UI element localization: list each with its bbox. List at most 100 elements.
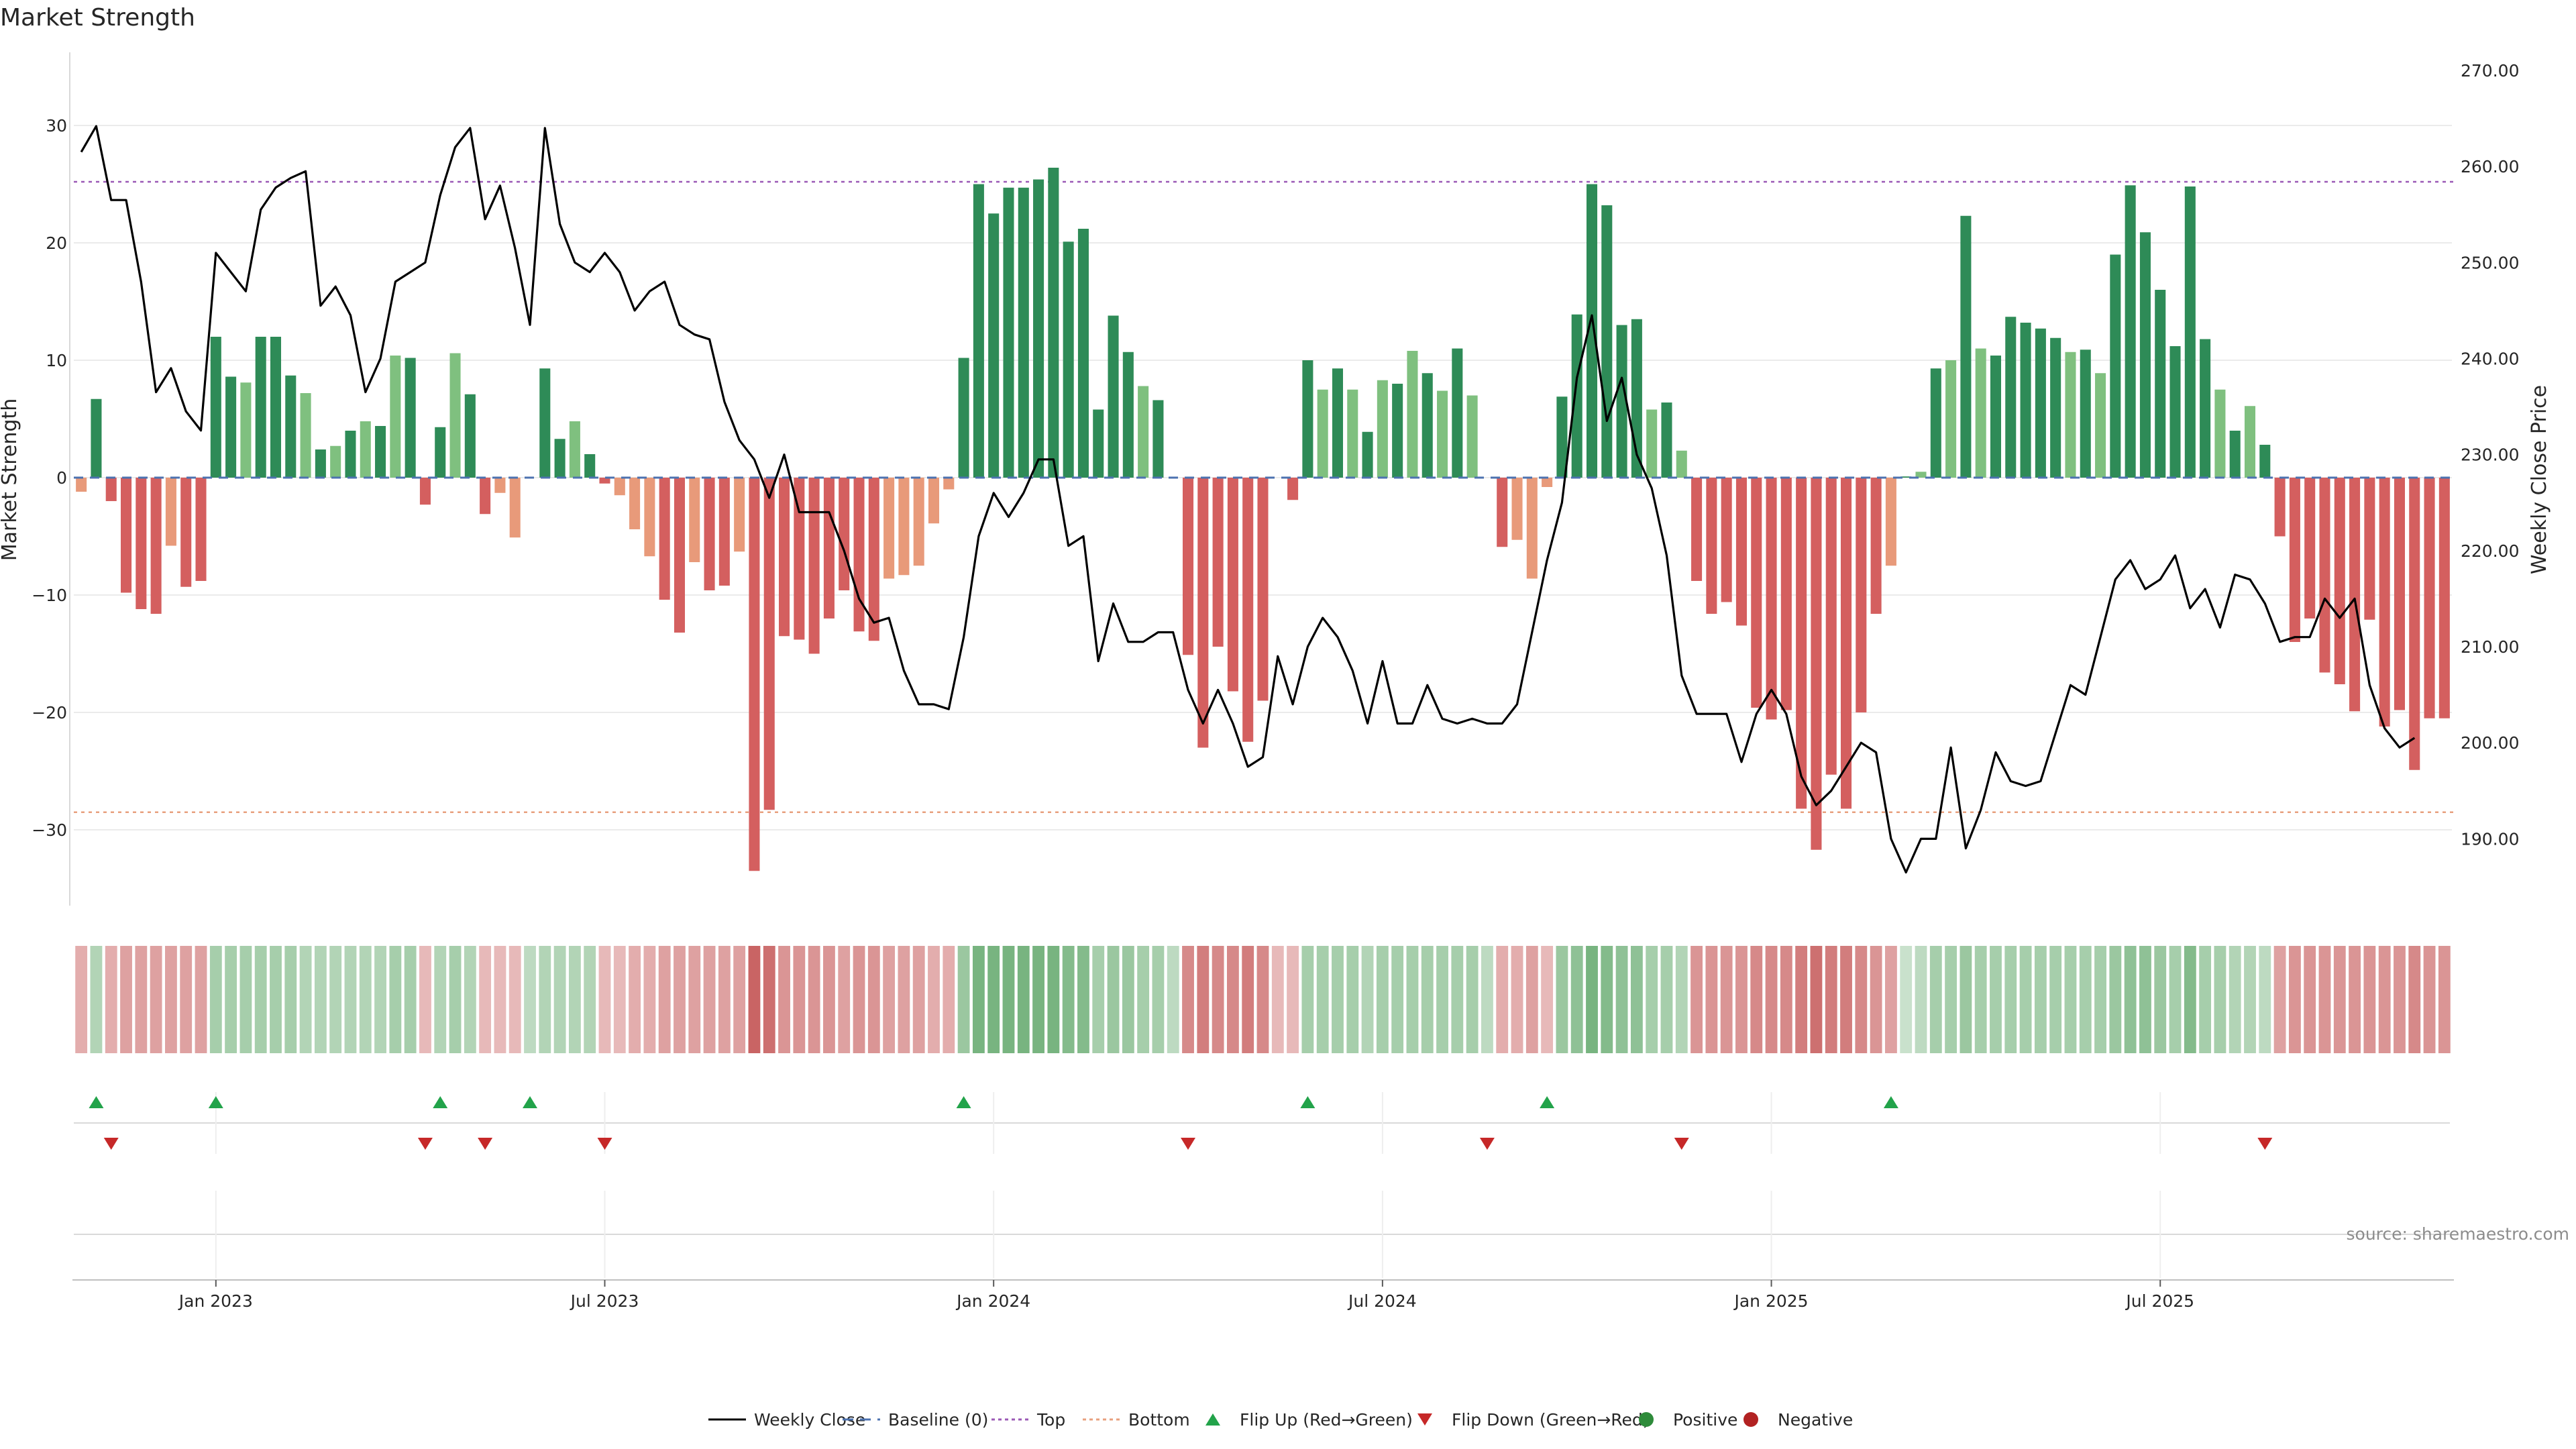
state-cell bbox=[733, 946, 746, 1053]
strength-bar bbox=[868, 478, 879, 641]
strength-bar bbox=[1392, 384, 1403, 478]
strength-bar bbox=[1452, 348, 1463, 478]
strength-bar bbox=[1033, 179, 1044, 478]
legend-label: Top bbox=[1036, 1410, 1065, 1430]
flip-down-marker bbox=[478, 1138, 493, 1150]
state-cell bbox=[763, 946, 775, 1053]
flip-down-marker bbox=[1181, 1138, 1196, 1150]
strength-bar bbox=[1751, 478, 1762, 708]
strength-bar bbox=[1048, 168, 1059, 478]
strength-bar bbox=[480, 478, 491, 515]
strength-bar bbox=[539, 368, 551, 478]
state-cell bbox=[928, 946, 940, 1053]
state-cell bbox=[314, 946, 327, 1053]
y2-tick-label: 260.00 bbox=[2461, 157, 2519, 176]
state-cell bbox=[1197, 946, 1210, 1053]
state-cell bbox=[2139, 946, 2151, 1053]
state-cell bbox=[1361, 946, 1374, 1053]
strength-bar bbox=[91, 398, 102, 478]
strength-bar bbox=[2394, 478, 2405, 710]
strength-bar bbox=[763, 478, 775, 810]
state-cell bbox=[1735, 946, 1748, 1053]
legend-item: Bottom bbox=[1083, 1410, 1190, 1430]
state-cell bbox=[1690, 946, 1703, 1053]
strength-bar bbox=[1287, 478, 1299, 500]
state-cell bbox=[1152, 946, 1165, 1053]
strength-bar bbox=[1661, 402, 1672, 478]
state-cell bbox=[867, 946, 880, 1053]
state-cell bbox=[1406, 946, 1419, 1053]
state-cell bbox=[2019, 946, 2032, 1053]
strength-bar bbox=[943, 478, 955, 490]
flip-down-marker bbox=[1674, 1138, 1689, 1150]
state-cell bbox=[105, 946, 117, 1053]
state-cell bbox=[883, 946, 896, 1053]
strength-bar bbox=[2020, 323, 2031, 478]
strength-bar bbox=[2289, 478, 2300, 642]
strength-bar bbox=[1108, 315, 1119, 478]
state-cell bbox=[344, 946, 357, 1053]
flip-down-marker bbox=[103, 1138, 119, 1150]
state-cell bbox=[2064, 946, 2077, 1053]
state-cell bbox=[1077, 946, 1089, 1053]
state-cell bbox=[2349, 946, 2361, 1053]
state-cell bbox=[209, 946, 222, 1053]
strength-bar bbox=[1706, 478, 1717, 614]
strength-bar bbox=[136, 478, 147, 609]
strength-bar bbox=[2334, 478, 2345, 684]
strength-bar bbox=[823, 478, 835, 619]
state-cell bbox=[299, 946, 312, 1053]
state-cell bbox=[1825, 946, 1837, 1053]
strength-bar bbox=[2379, 478, 2390, 727]
state-cell bbox=[434, 946, 447, 1053]
legend-item: Baseline (0) bbox=[843, 1410, 988, 1430]
strength-bar bbox=[1077, 229, 1089, 478]
strength-bar bbox=[2035, 328, 2046, 478]
y2-tick-label: 230.00 bbox=[2461, 445, 2519, 465]
state-cell bbox=[1990, 946, 2002, 1053]
state-cell bbox=[1256, 946, 1269, 1053]
strength-bar bbox=[180, 478, 192, 587]
state-cell bbox=[2394, 946, 2406, 1053]
strength-bar bbox=[2200, 339, 2211, 478]
state-cell bbox=[823, 946, 835, 1053]
state-cell bbox=[1137, 946, 1150, 1053]
strength-bar bbox=[240, 382, 252, 478]
state-cell bbox=[2214, 946, 2226, 1053]
state-cell bbox=[1271, 946, 1284, 1053]
strength-bar bbox=[1885, 478, 1896, 566]
strength-bar bbox=[2364, 478, 2375, 620]
strength-bar bbox=[150, 478, 162, 614]
strength-bar bbox=[2319, 478, 2330, 673]
state-cell bbox=[674, 946, 686, 1053]
state-cell bbox=[658, 946, 671, 1053]
strength-bar bbox=[2050, 337, 2061, 478]
strength-bar bbox=[494, 478, 506, 493]
flip-up-marker bbox=[523, 1096, 538, 1108]
strength-bar bbox=[105, 478, 117, 501]
strength-bar bbox=[1003, 187, 1014, 478]
strength-bar bbox=[1586, 184, 1598, 478]
y2-axis-label: Weekly Close Price bbox=[2528, 385, 2551, 574]
legend-item: Top bbox=[991, 1410, 1065, 1430]
source-note: source: sharemaestro.com bbox=[2347, 1224, 2570, 1244]
legend-item: Flip Up (Red→Green) bbox=[1205, 1410, 1413, 1430]
y-tick-label: 20 bbox=[46, 233, 67, 253]
state-cell bbox=[180, 946, 193, 1053]
state-cell bbox=[1675, 946, 1688, 1053]
state-cell bbox=[1750, 946, 1763, 1053]
strength-bar bbox=[2155, 290, 2166, 478]
strength-bar bbox=[419, 478, 431, 505]
state-cell bbox=[2378, 946, 2391, 1053]
state-cell bbox=[90, 946, 103, 1053]
state-cell bbox=[2199, 946, 2212, 1053]
strength-bar bbox=[405, 358, 416, 478]
strength-bar bbox=[958, 358, 969, 478]
legend-label: Positive bbox=[1673, 1410, 1737, 1430]
x-axis: Jan 2023 Jul 2023 Jan 2024 Jul 2024 Jan 2025… bbox=[72, 1279, 2454, 1311]
state-cell bbox=[1570, 946, 1583, 1053]
strength-bar bbox=[1571, 314, 1582, 478]
strength-bar bbox=[913, 478, 924, 566]
state-cell bbox=[1884, 946, 1897, 1053]
